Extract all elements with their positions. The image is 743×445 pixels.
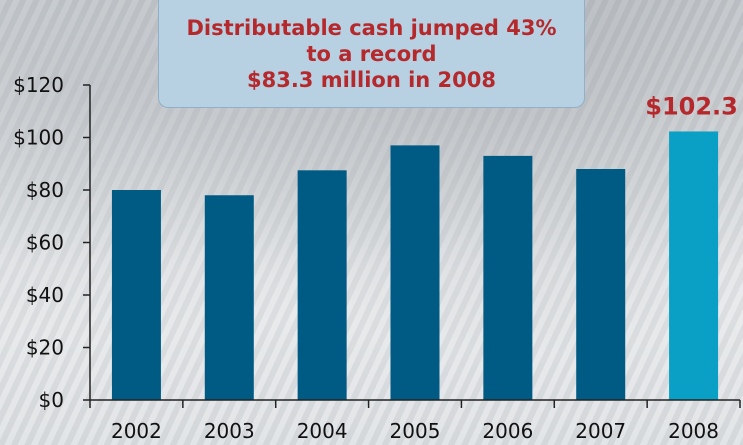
callout-line-3: $83.3 million in 2008 <box>246 67 496 92</box>
x-tick-label: 2007 <box>575 419 626 443</box>
headline-callout: Distributable cash jumped 43% to a recor… <box>158 0 585 108</box>
y-tick-label: $60 <box>26 231 64 255</box>
callout-line-1: Distributable cash jumped 43% <box>186 15 557 40</box>
x-tick-label: 2006 <box>482 419 533 443</box>
data-label-2008: $102.3 <box>645 92 738 120</box>
y-tick-label: $100 <box>13 126 64 150</box>
bar-2005 <box>390 145 440 400</box>
callout-line-2: to a record <box>306 41 437 66</box>
bar-2002 <box>111 190 161 400</box>
bar-2004 <box>297 170 347 400</box>
y-tick-label: $0 <box>39 388 64 412</box>
x-tick-label: 2005 <box>390 419 441 443</box>
x-tick-label: 2003 <box>204 419 255 443</box>
bar-2003 <box>204 195 254 400</box>
y-tick-label: $20 <box>26 336 64 360</box>
bar-2007 <box>576 169 626 400</box>
x-tick-label: 2002 <box>111 419 162 443</box>
y-tick-label: $40 <box>26 283 64 307</box>
bar-2008 <box>669 131 719 400</box>
y-tick-label: $120 <box>13 73 64 97</box>
y-tick-label: $80 <box>26 178 64 202</box>
bar-2006 <box>483 155 533 400</box>
x-tick-label: 2004 <box>297 419 348 443</box>
x-tick-label: 2008 <box>668 419 719 443</box>
